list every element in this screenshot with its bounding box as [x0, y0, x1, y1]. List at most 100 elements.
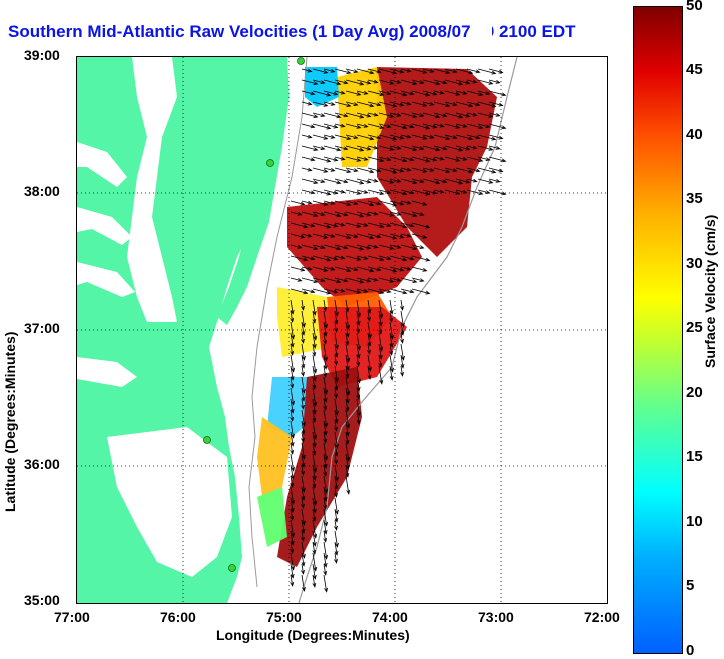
velocity-arrow [400, 288, 415, 294]
velocity-arrow [334, 244, 349, 250]
velocity-arrow [290, 475, 295, 488]
colorbar-tick: 40 [686, 126, 703, 143]
velocity-arrow [378, 178, 395, 184]
velocity-arrow [290, 266, 306, 272]
velocity-arrow [400, 211, 418, 217]
title-occluder [470, 18, 492, 48]
velocity-arrow [378, 299, 384, 319]
velocity-arrow [345, 299, 350, 313]
velocity-arrow [477, 167, 497, 174]
velocity-arrow [400, 299, 404, 311]
velocity-arrow [345, 431, 350, 445]
velocity-arrow [488, 178, 501, 183]
velocity-arrow [378, 365, 384, 385]
y-axis-title: Latitude (Degrees:Minutes) [2, 331, 18, 512]
x-tick-label: 76:00 [160, 609, 196, 625]
velocity-arrow [389, 343, 394, 356]
velocity-arrow [400, 178, 418, 184]
velocity-arrow [400, 156, 415, 162]
velocity-arrow [411, 244, 425, 249]
velocity-arrow [334, 310, 339, 325]
velocity-arrow [488, 189, 507, 196]
velocity-arrow [411, 277, 425, 282]
velocity-arrow [433, 90, 445, 95]
velocity-arrow [488, 156, 507, 163]
velocity-arrow [312, 79, 326, 84]
velocity-arrow [290, 255, 309, 262]
velocity-arrow [312, 178, 326, 183]
velocity-arrow [389, 266, 405, 272]
velocity-arrow [378, 134, 398, 141]
velocity-arrow [301, 255, 316, 261]
velocity-arrow [422, 101, 435, 106]
velocity-arrow [488, 79, 501, 84]
velocity-arrow [400, 79, 418, 85]
velocity-arrow [334, 398, 339, 416]
velocity-arrow [345, 453, 350, 470]
velocity-arrow [345, 255, 362, 261]
velocity-arrow [312, 244, 326, 249]
velocity-arrow [378, 321, 383, 335]
velocity-arrow [477, 101, 497, 108]
colorbar-tick: 35 [686, 190, 703, 207]
velocity-arrow [334, 464, 339, 482]
velocity-arrow [356, 376, 361, 392]
velocity-arrow [323, 233, 336, 238]
chart-title: Southern Mid-Atlantic Raw Velocities (1 … [8, 22, 576, 41]
velocity-arrow [334, 233, 352, 239]
velocity-arrow [356, 266, 375, 273]
velocity-arrow [290, 497, 295, 513]
velocity-arrow [290, 574, 295, 587]
velocity-arrow [301, 156, 316, 162]
grid [77, 57, 607, 603]
velocity-arrow [433, 145, 448, 151]
velocity-arrow [400, 266, 412, 271]
velocity-arrow [301, 134, 313, 139]
velocity-arrow [312, 541, 317, 555]
velocity-arrow [334, 453, 338, 465]
velocity-arrow [323, 420, 328, 436]
velocity-arrow [345, 101, 359, 106]
velocity-arrow [367, 101, 382, 107]
velocity-arrow [422, 178, 441, 185]
velocity-arrow [323, 552, 328, 568]
velocity-arrow [323, 145, 342, 152]
velocity-arrow [356, 211, 372, 217]
velocity-arrow [301, 541, 306, 559]
colorbar-tick: 10 [686, 513, 703, 530]
velocity-arrow [312, 167, 329, 173]
velocity-arrow [334, 354, 338, 366]
velocity-arrow [290, 508, 295, 521]
velocity-arrow [301, 222, 316, 228]
velocity-arrow [323, 475, 329, 494]
velocity-arrow [301, 343, 306, 361]
velocity-arrow [345, 442, 351, 462]
velocity-arrow [488, 123, 507, 130]
velocity-arrow [290, 222, 309, 229]
velocity-arrow [477, 68, 497, 75]
velocity-arrow [323, 398, 328, 411]
velocity-arrow [455, 101, 474, 108]
velocity-arrow [422, 134, 435, 139]
velocity-arrow [334, 277, 349, 283]
velocity-arrow [323, 167, 336, 172]
velocity-arrow [290, 321, 296, 340]
velocity-arrow [312, 145, 326, 150]
velocity-arrow [378, 222, 392, 227]
velocity-arrow [312, 332, 317, 349]
velocity-arrow [334, 365, 339, 383]
velocity-arrow [312, 266, 329, 272]
velocity-arrow [345, 420, 350, 437]
velocity-arrow [323, 442, 329, 461]
velocity-arrow [455, 156, 468, 161]
velocity-arrow [433, 101, 451, 107]
velocity-arrow [334, 387, 338, 399]
velocity-arrow [455, 145, 471, 151]
velocity-arrow [323, 266, 336, 271]
velocity-arrow [378, 255, 392, 260]
velocity-arrow [301, 398, 305, 410]
velocity-arrow [345, 398, 350, 412]
velocity-arrow [411, 145, 425, 150]
velocity-arrow [312, 354, 318, 374]
velocity-arrow [323, 497, 328, 510]
